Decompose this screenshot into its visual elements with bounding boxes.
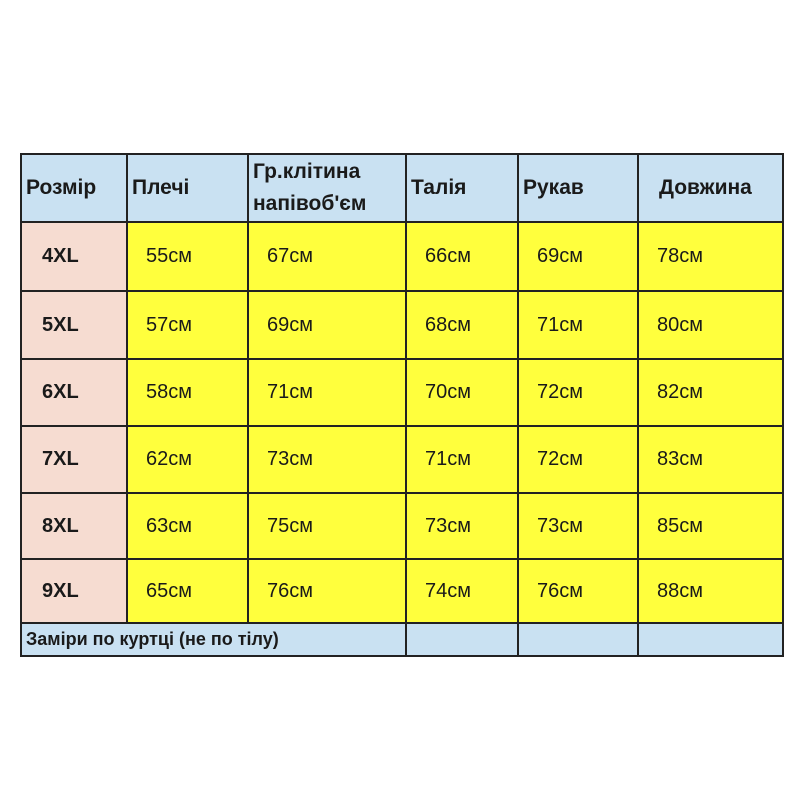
measurement-cell: 73см (517, 492, 639, 560)
table-row: 5XL 57см 69см 68см 71см 80см (20, 290, 784, 360)
measurement-cell: 72см (517, 358, 639, 427)
table-row: 8XL 63см 75см 73см 73см 85см (20, 492, 784, 560)
measurement-cell: 69см (517, 221, 639, 292)
measurement-cell: 73см (405, 492, 519, 560)
measurement-cell: 78см (637, 221, 784, 292)
table-row: 4XL 55см 67см 66см 69см 78см (20, 221, 784, 292)
footer-note: Заміри по куртці (не по тілу) (20, 622, 407, 657)
measurement-cell: 88см (637, 558, 784, 624)
footer-empty-cell (405, 622, 519, 657)
measurement-cell: 80см (637, 290, 784, 360)
footer-empty-cell (517, 622, 639, 657)
measurement-cell: 72см (517, 425, 639, 494)
measurement-cell: 62см (126, 425, 249, 494)
header-length: Довжина (637, 153, 784, 223)
header-chest-line1: Гр.клітина (253, 160, 361, 183)
measurement-cell: 68см (405, 290, 519, 360)
table-row: 7XL 62см 73см 71см 72см 83см (20, 425, 784, 494)
header-chest: Гр.клітина напівоб'єм (247, 153, 407, 223)
measurement-cell: 57см (126, 290, 249, 360)
measurement-cell: 76см (517, 558, 639, 624)
measurement-cell: 83см (637, 425, 784, 494)
table-row: 6XL 58см 71см 70см 72см 82см (20, 358, 784, 427)
size-cell: 7XL (20, 425, 128, 494)
header-shoulders: Плечі (126, 153, 249, 223)
size-cell: 4XL (20, 221, 128, 292)
measurement-cell: 63см (126, 492, 249, 560)
measurement-cell: 55см (126, 221, 249, 292)
measurement-cell: 58см (126, 358, 249, 427)
measurement-cell: 71см (247, 358, 407, 427)
measurement-cell: 73см (247, 425, 407, 494)
header-sleeve: Рукав (517, 153, 639, 223)
measurement-cell: 82см (637, 358, 784, 427)
measurement-cell: 66см (405, 221, 519, 292)
table-row: 9XL 65см 76см 74см 76см 88см (20, 558, 784, 624)
size-cell: 8XL (20, 492, 128, 560)
measurement-cell: 85см (637, 492, 784, 560)
size-cell: 5XL (20, 290, 128, 360)
header-row: Розмір Плечі Гр.клітина напівоб'єм Талія … (20, 153, 784, 223)
measurement-cell: 75см (247, 492, 407, 560)
header-waist: Талія (405, 153, 519, 223)
header-size: Розмір (20, 153, 128, 223)
measurement-cell: 71см (517, 290, 639, 360)
measurement-cell: 71см (405, 425, 519, 494)
measurement-cell: 70см (405, 358, 519, 427)
measurement-cell: 69см (247, 290, 407, 360)
measurement-cell: 76см (247, 558, 407, 624)
footer-empty-cell (637, 622, 784, 657)
measurement-cell: 65см (126, 558, 249, 624)
measurement-cell: 74см (405, 558, 519, 624)
size-cell: 6XL (20, 358, 128, 427)
measurement-cell: 67см (247, 221, 407, 292)
footer-row: Заміри по куртці (не по тілу) (20, 622, 784, 657)
header-chest-line2: напівоб'єм (253, 192, 367, 215)
size-chart-table: Розмір Плечі Гр.клітина напівоб'єм Талія … (20, 153, 784, 657)
size-cell: 9XL (20, 558, 128, 624)
